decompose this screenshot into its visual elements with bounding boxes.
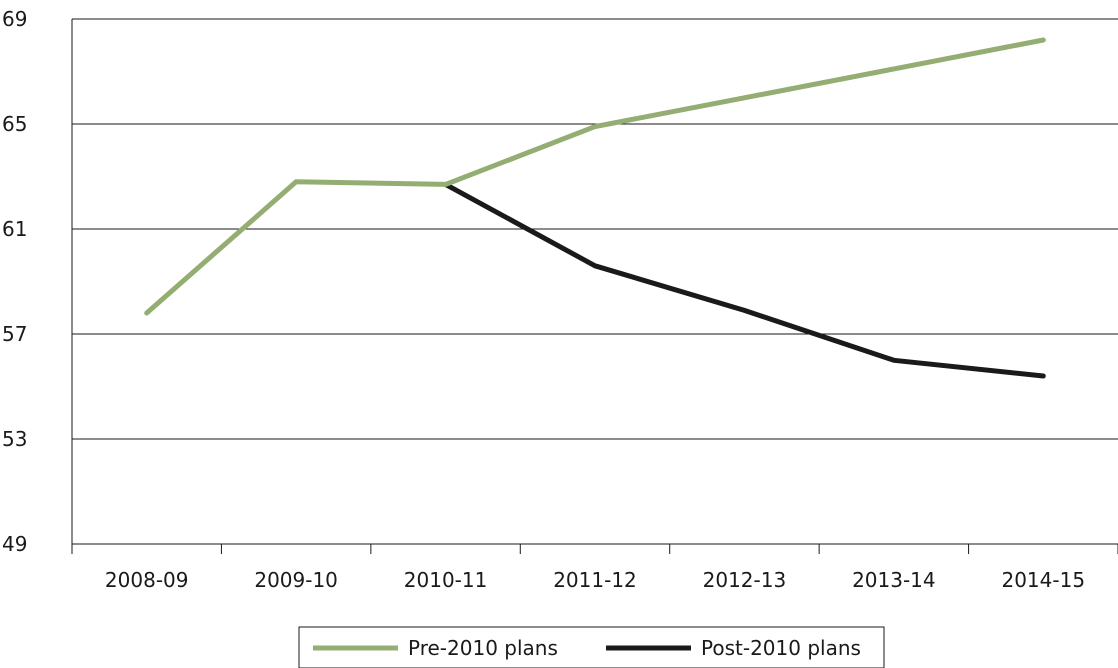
y-axis-tick-labels: 49 53 57 61 65 69	[2, 7, 27, 556]
y-tick-label: 57	[2, 322, 27, 346]
series-line-post-2010	[443, 181, 1046, 379]
y-tick-label: 65	[2, 112, 27, 136]
legend-label-pre-2010: Pre-2010 plans	[408, 636, 558, 660]
axes	[71, 19, 1118, 554]
x-tick-label: 2011-12	[553, 568, 637, 592]
y-tick-label: 69	[2, 7, 27, 31]
x-tick-label: 2010-11	[404, 568, 488, 592]
x-axis-tick-labels: 2008-09 2009-10 2010-11 2011-12 2012-13 2013-…	[105, 568, 1085, 592]
x-tick-label: 2008-09	[105, 568, 189, 592]
x-tick-label: 2012-13	[703, 568, 787, 592]
legend: Pre-2010 plans Post-2010 plans	[298, 626, 885, 668]
x-tick-label: 2009-10	[254, 568, 338, 592]
x-tick-label: 2014-15	[1001, 568, 1085, 592]
series-line-pre-2010	[144, 37, 1046, 316]
y-tick-label: 61	[2, 217, 27, 241]
y-tick-label: 49	[2, 532, 27, 556]
gridlines	[72, 18, 1118, 545]
legend-label-post-2010: Post-2010 plans	[701, 636, 861, 660]
series-lines	[144, 37, 1046, 379]
y-tick-label: 53	[2, 427, 27, 451]
x-tick-label: 2013-14	[852, 568, 936, 592]
